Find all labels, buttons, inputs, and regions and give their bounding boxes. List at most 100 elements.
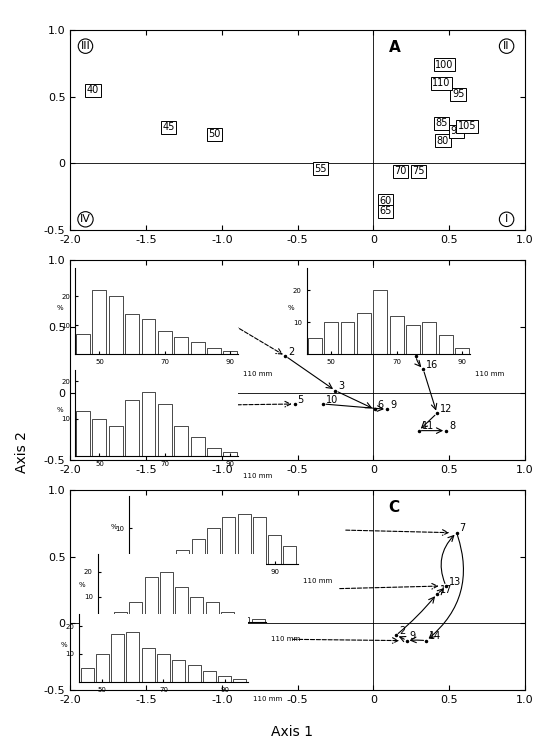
Text: 2: 2 [399,626,405,636]
Bar [324,322,338,354]
Text: 110: 110 [432,78,451,88]
Text: 7: 7 [460,523,466,533]
Bar [192,539,204,564]
Bar [158,331,172,354]
Text: 15: 15 [419,347,431,357]
Text: 85: 85 [436,118,447,128]
Bar [160,572,173,622]
Bar [207,348,221,354]
Text: 110 mm: 110 mm [271,636,300,642]
Bar [223,452,237,456]
Bar [390,316,404,354]
Text: 110 mm: 110 mm [302,578,332,584]
Text: 10: 10 [326,394,339,405]
Text: 45: 45 [163,122,175,133]
Text: 6: 6 [378,400,384,410]
Text: 110 mm: 110 mm [253,695,282,701]
Text: B: B [388,270,400,285]
Y-axis label: %: % [56,305,63,311]
Text: Axis 1: Axis 1 [271,725,313,739]
Text: 55: 55 [314,164,327,173]
Text: A: A [388,40,400,55]
Bar [109,296,123,354]
Bar [268,535,281,564]
Text: 100: 100 [436,60,454,70]
Bar [157,654,170,682]
Text: 70: 70 [394,167,407,176]
Bar [81,668,94,682]
Text: 9: 9 [410,631,416,642]
Bar [188,665,201,682]
Bar [127,632,140,682]
Bar [190,437,204,456]
Bar [373,290,387,354]
Bar [341,322,354,354]
Bar [455,348,469,354]
Bar [174,426,188,456]
Bar [223,351,237,354]
Bar [174,337,188,354]
Text: 95: 95 [452,89,464,99]
Bar [144,577,157,622]
Bar [283,546,296,564]
Y-axis label: %: % [79,582,85,588]
Text: 75: 75 [412,167,425,176]
Bar [142,392,155,456]
Bar [253,517,266,564]
Y-axis label: %: % [56,407,63,413]
Text: II: II [503,41,510,51]
Bar [203,671,216,682]
Bar [114,612,127,622]
Text: 110 mm: 110 mm [243,371,273,377]
Bar [439,335,453,354]
Bar [207,528,220,564]
Text: 90: 90 [451,127,463,136]
Bar [99,617,112,622]
Bar [175,587,188,622]
Text: 3: 3 [339,382,345,391]
Text: 65: 65 [379,207,392,216]
Bar [109,426,123,456]
Text: III: III [81,41,90,51]
Bar [357,313,371,354]
Text: C: C [388,500,400,515]
Text: 9: 9 [390,400,396,410]
Bar [308,338,322,354]
Bar [207,449,221,456]
Text: 105: 105 [458,121,477,131]
Text: Axis 2: Axis 2 [15,431,29,474]
Text: 17: 17 [440,584,452,595]
Text: 50: 50 [208,129,220,139]
Bar [206,602,219,622]
Bar [172,660,185,682]
Bar [252,620,265,622]
Y-axis label: %: % [288,305,295,311]
Text: 2: 2 [288,347,295,357]
Text: 80: 80 [437,136,449,146]
Text: 40: 40 [87,85,99,95]
Bar [158,403,172,456]
Text: 14: 14 [430,631,441,642]
Bar [125,400,139,456]
Y-axis label: %: % [111,524,117,530]
Bar [125,314,139,354]
Bar [423,322,436,354]
Bar [236,617,249,622]
Bar [221,612,234,622]
Bar [93,290,107,354]
Y-axis label: %: % [61,642,68,648]
Text: 110 mm: 110 mm [475,371,504,377]
Bar [233,679,246,682]
Bar [142,320,155,354]
Bar [237,513,250,564]
Text: 60: 60 [379,196,392,206]
Text: 13: 13 [449,577,461,587]
Text: 11: 11 [422,421,434,431]
Bar [190,342,204,354]
Bar [190,597,203,622]
Text: IV: IV [80,214,91,224]
Bar [129,602,142,622]
Bar [93,418,107,456]
Bar [76,411,90,456]
Bar [111,634,124,682]
